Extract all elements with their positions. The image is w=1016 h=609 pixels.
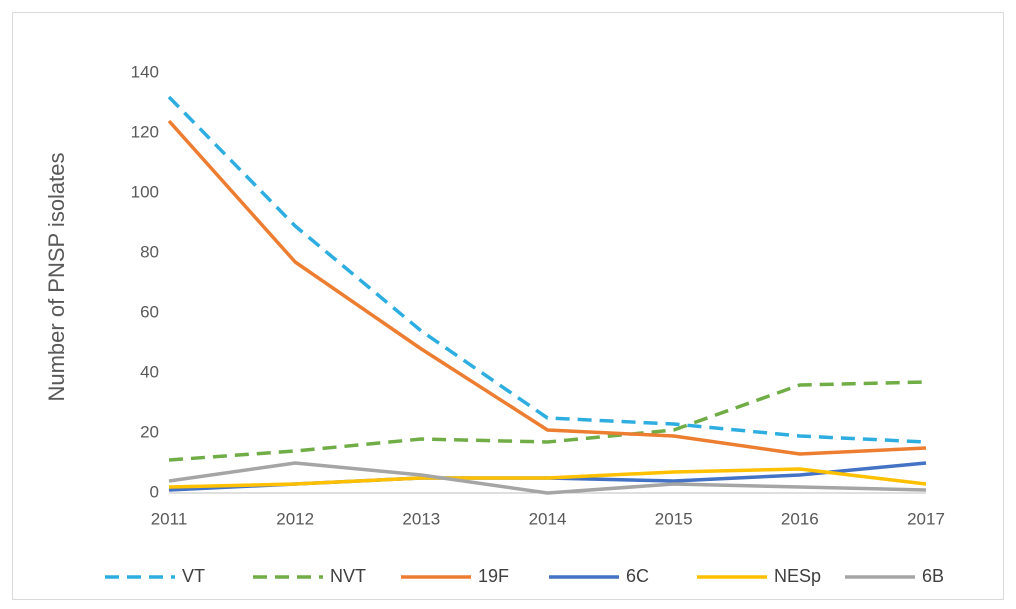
x-tick-label: 2015 [655, 509, 693, 528]
x-tick-label: 2014 [529, 509, 567, 528]
y-tick-label: 20 [140, 422, 159, 441]
legend-label: 19F [478, 566, 509, 586]
x-tick-label: 2013 [402, 509, 440, 528]
legend-label: NVT [330, 566, 366, 586]
series-line [167, 119, 927, 456]
y-tick-label: 40 [140, 362, 159, 381]
y-tick-label: 140 [131, 62, 159, 81]
x-tick-label: 2012 [276, 509, 314, 528]
y-tick-label: 60 [140, 302, 159, 321]
series-line [168, 380, 927, 462]
y-axis-label: Number of PNSP isolates [44, 152, 69, 401]
legend-label: NESp [774, 566, 821, 586]
y-tick-label: 100 [131, 182, 159, 201]
legend-label: 6B [922, 566, 944, 586]
series-line [167, 95, 927, 444]
x-tick-label: 2016 [781, 509, 819, 528]
y-tick-label: 0 [150, 482, 159, 501]
series-line [168, 461, 927, 495]
chart-frame [12, 12, 1004, 600]
x-tick-label: 2011 [151, 509, 188, 528]
legend-label: VT [182, 566, 205, 586]
legend-label: 6C [626, 566, 649, 586]
series-line [168, 467, 927, 489]
y-tick-label: 120 [131, 122, 159, 141]
x-tick-label: 2017 [907, 509, 945, 528]
y-tick-label: 80 [140, 242, 159, 261]
